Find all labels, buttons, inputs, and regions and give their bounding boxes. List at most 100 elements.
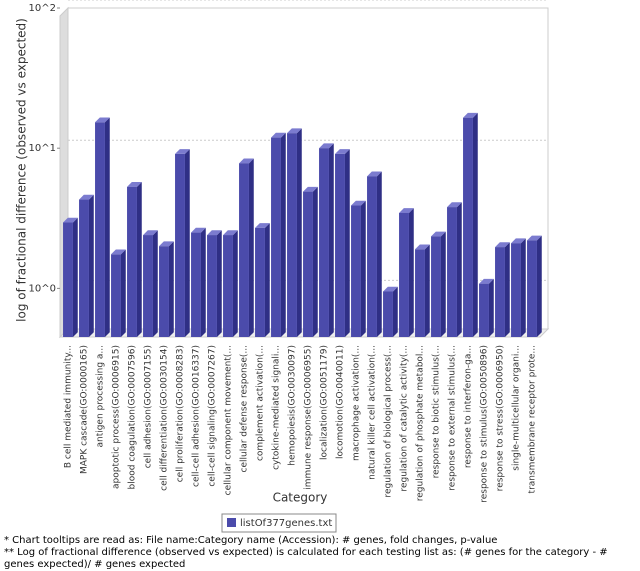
bar-side [296, 128, 302, 337]
bar-top [95, 117, 110, 123]
x-tick-label: locomotion(GO:0040011) [336, 345, 346, 459]
bar-side [328, 143, 334, 337]
bar-top [287, 128, 302, 134]
bar-top [223, 230, 238, 236]
bar-top [79, 194, 94, 200]
bar-side [472, 112, 478, 337]
x-tick-label: complement activation(... [256, 345, 266, 461]
bar [367, 176, 377, 337]
bar [335, 153, 345, 337]
bar-top [111, 249, 126, 255]
bar [287, 133, 297, 337]
x-tick-label: natural killer cell activation(... [368, 345, 378, 480]
bar [95, 122, 105, 337]
bar-top [175, 149, 190, 154]
x-tick-label: antigen processing a... [96, 345, 106, 448]
x-tick-label: response to interferon-ga... [464, 345, 474, 468]
legend-swatch [227, 518, 236, 527]
bar [399, 212, 409, 337]
y-tick-label: 10^1 [29, 143, 56, 154]
legend-label: listOf377genes.txt [240, 518, 332, 529]
bar [383, 291, 393, 337]
x-tick-label: cell-cell signaling(GO:0007267) [208, 345, 218, 487]
bar [127, 186, 137, 337]
x-tick-label: MAPK cascade(GO:0000165) [80, 345, 90, 474]
y-axis-label: log of fractional difference (observed v… [15, 18, 29, 322]
bar-side [168, 241, 174, 337]
x-tick-label: localization(GO:0051179) [320, 345, 330, 460]
bar-side [424, 244, 430, 337]
bar-side [520, 238, 526, 337]
bar-top [159, 241, 174, 247]
legend: listOf377genes.txt [221, 513, 337, 533]
x-tick-label: transmembrane receptor prote... [528, 345, 538, 493]
bar-side [280, 132, 286, 337]
bar [239, 163, 249, 337]
footnotes: * Chart tooltips are read as: File name:… [4, 535, 636, 571]
bar [255, 227, 265, 337]
x-tick-label: cell-cell adhesion(GO:0016337) [192, 345, 202, 487]
bar-top [271, 132, 286, 138]
bar-top [383, 286, 398, 292]
bar-top [191, 227, 206, 233]
x-tick-label: immune response(GO:0006955) [304, 345, 314, 490]
bar-side [488, 278, 494, 337]
bar [415, 249, 425, 337]
bar-side [376, 171, 382, 337]
bar-side [216, 230, 222, 337]
bar-side [136, 182, 142, 337]
bar-top [127, 182, 142, 187]
x-tick-label: macrophage activation(... [352, 345, 362, 461]
x-tick-label: cell differentiation(GO:0030154) [160, 345, 170, 491]
y-tick-label: 10^0 [29, 283, 56, 294]
x-tick-label: regulation of biological process(... [384, 345, 394, 498]
x-tick-label: regulation of catalytic activity(... [400, 345, 410, 492]
bar-top [255, 223, 270, 228]
bar-top [511, 238, 526, 244]
bar [303, 191, 313, 337]
bar-side [536, 235, 542, 337]
x-tick-label: hemopoiesis(GO:0030097) [288, 345, 298, 466]
bar [111, 254, 121, 337]
bar [431, 236, 441, 337]
bar [511, 243, 521, 337]
x-tick-label: cellular defense response(... [240, 345, 250, 473]
bar-side [264, 223, 270, 337]
bar-top [351, 200, 366, 206]
x-tick-label: response to external stimulus(... [448, 345, 458, 491]
x-tick-label: response to stimulus(GO:0050896) [480, 345, 490, 503]
x-tick-label: single-multicellular organi... [512, 345, 522, 471]
bar [63, 222, 73, 337]
x-tick-label: response to biotic stimulus(... [432, 345, 442, 478]
x-tick-label: B cell mediated immunity... [64, 345, 74, 468]
x-tick-label: cell adhesion(GO:0007155) [144, 345, 154, 468]
bar-top [63, 217, 78, 223]
bar-top [399, 208, 414, 213]
x-tick-label: response to stress(GO:0006950) [496, 345, 506, 491]
bar-top [447, 202, 462, 208]
bar-top [479, 278, 494, 284]
x-tick-label: blood coagulation(GO:0007596) [128, 345, 138, 489]
chart: log of fractional difference (observed v… [15, 0, 550, 533]
x-tick-label: cellular component movement(... [224, 345, 234, 495]
x-tick-label: regulation of phosphate metabol... [416, 345, 426, 501]
x-tick-label: cell proliferation(GO:0008283) [176, 345, 186, 482]
bar-side [152, 230, 158, 337]
bar-side [248, 158, 254, 337]
bar-side [232, 230, 238, 337]
bar [143, 235, 153, 337]
bar [479, 283, 489, 337]
bar [223, 235, 233, 337]
y-tick-label: 10^2 [29, 3, 56, 14]
bar-top [527, 235, 542, 241]
bar-side [392, 286, 398, 337]
bar [495, 247, 505, 337]
bar-side [440, 231, 446, 337]
bar [159, 246, 169, 337]
bar [527, 240, 537, 337]
bar-side [200, 227, 206, 337]
bar-top [143, 230, 158, 236]
bar [271, 137, 281, 337]
bar-top [463, 112, 478, 118]
bar [319, 148, 329, 337]
